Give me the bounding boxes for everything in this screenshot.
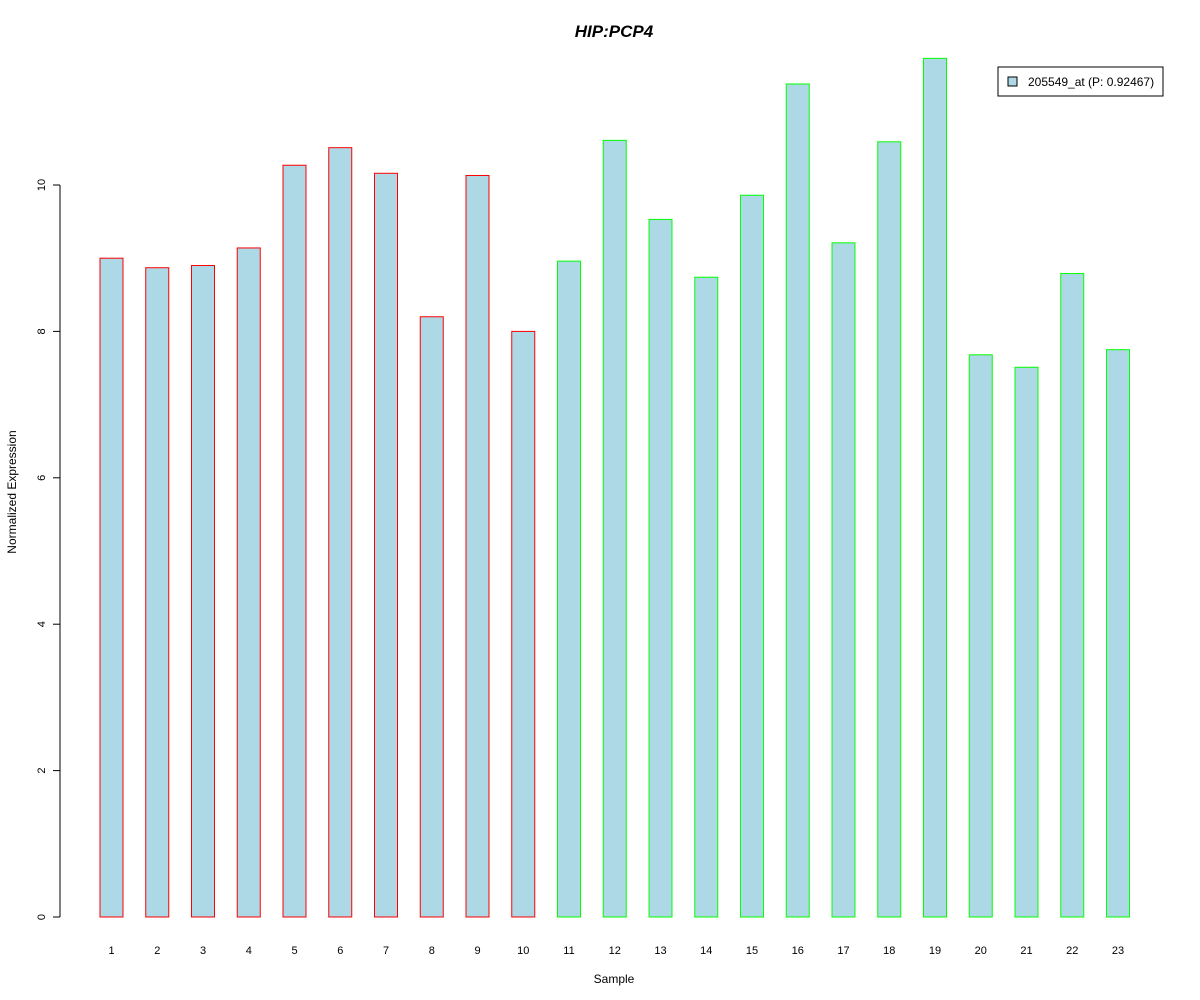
bar-14 <box>694 276 719 918</box>
bar-6 <box>328 147 353 918</box>
bar-16 <box>785 83 810 918</box>
x-tick-label: 18 <box>883 945 895 957</box>
x-tick-label: 13 <box>654 945 666 957</box>
x-tick-label: 19 <box>929 945 941 957</box>
bar-3 <box>191 265 215 918</box>
y-tick-label: 10 <box>36 179 48 191</box>
x-tick-label: 5 <box>291 945 297 957</box>
legend-swatch <box>1007 76 1018 87</box>
x-tick-label: 12 <box>609 945 621 957</box>
y-axis-label: Normalized Expression <box>5 430 19 553</box>
bar-18 <box>877 141 902 918</box>
bar-21 <box>1014 366 1039 918</box>
y-tick-label: 8 <box>36 328 48 334</box>
bar-4 <box>236 247 261 918</box>
legend: 205549_at (P: 0.92467) <box>997 66 1164 97</box>
bar-10 <box>511 330 536 918</box>
bar-13 <box>648 218 673 918</box>
x-tick-label: 1 <box>108 945 114 957</box>
x-axis-label: Sample <box>594 972 635 986</box>
bar-17 <box>831 242 856 918</box>
x-tick-label: 15 <box>746 945 758 957</box>
x-tick-label: 9 <box>474 945 480 957</box>
bars-group <box>99 57 1130 918</box>
x-tick-label: 11 <box>563 945 574 957</box>
bar-5 <box>282 164 307 918</box>
bar-9 <box>465 174 490 918</box>
x-tick-label: 23 <box>1112 945 1124 957</box>
bar-11 <box>557 260 581 918</box>
x-tick-label: 10 <box>517 945 529 957</box>
y-axis: 0 2 4 6 8 10 <box>36 179 61 920</box>
y-tick-label: 4 <box>36 621 48 627</box>
bar-23 <box>1106 349 1130 918</box>
legend-box <box>997 66 1164 97</box>
x-tick-label: 20 <box>975 945 987 957</box>
bar-1 <box>99 257 124 918</box>
bar-22 <box>1060 273 1085 918</box>
x-tick-label: 2 <box>154 945 160 957</box>
x-tick-label: 22 <box>1066 945 1078 957</box>
bar-12 <box>602 139 627 918</box>
y-tick-label: 2 <box>36 768 48 774</box>
x-tick-label: 14 <box>700 945 712 957</box>
bar-20 <box>968 354 993 918</box>
bar-15 <box>740 194 764 918</box>
y-tick-label: 0 <box>36 914 48 920</box>
x-tick-label: 16 <box>792 945 804 957</box>
x-tick-label: 6 <box>337 945 343 957</box>
x-tick-label: 17 <box>837 945 849 957</box>
legend-label: 205549_at (P: 0.92467) <box>1028 75 1154 89</box>
x-tick-label: 8 <box>429 945 435 957</box>
x-tick-label: 4 <box>246 945 252 957</box>
y-tick-label: 6 <box>36 475 48 481</box>
x-axis: 1 2 3 4 5 6 7 8 9 10 11 12 13 14 15 16 17 18 19 20 21 22 23 <box>108 945 1124 957</box>
chart-title: HIP:PCP4 <box>575 22 654 41</box>
bar-2 <box>145 267 170 918</box>
x-tick-label: 21 <box>1020 945 1032 957</box>
bar-8 <box>419 316 444 918</box>
x-tick-label: 7 <box>383 945 389 957</box>
x-tick-label: 3 <box>200 945 206 957</box>
bar-7 <box>374 172 398 918</box>
bar-19 <box>923 57 947 918</box>
